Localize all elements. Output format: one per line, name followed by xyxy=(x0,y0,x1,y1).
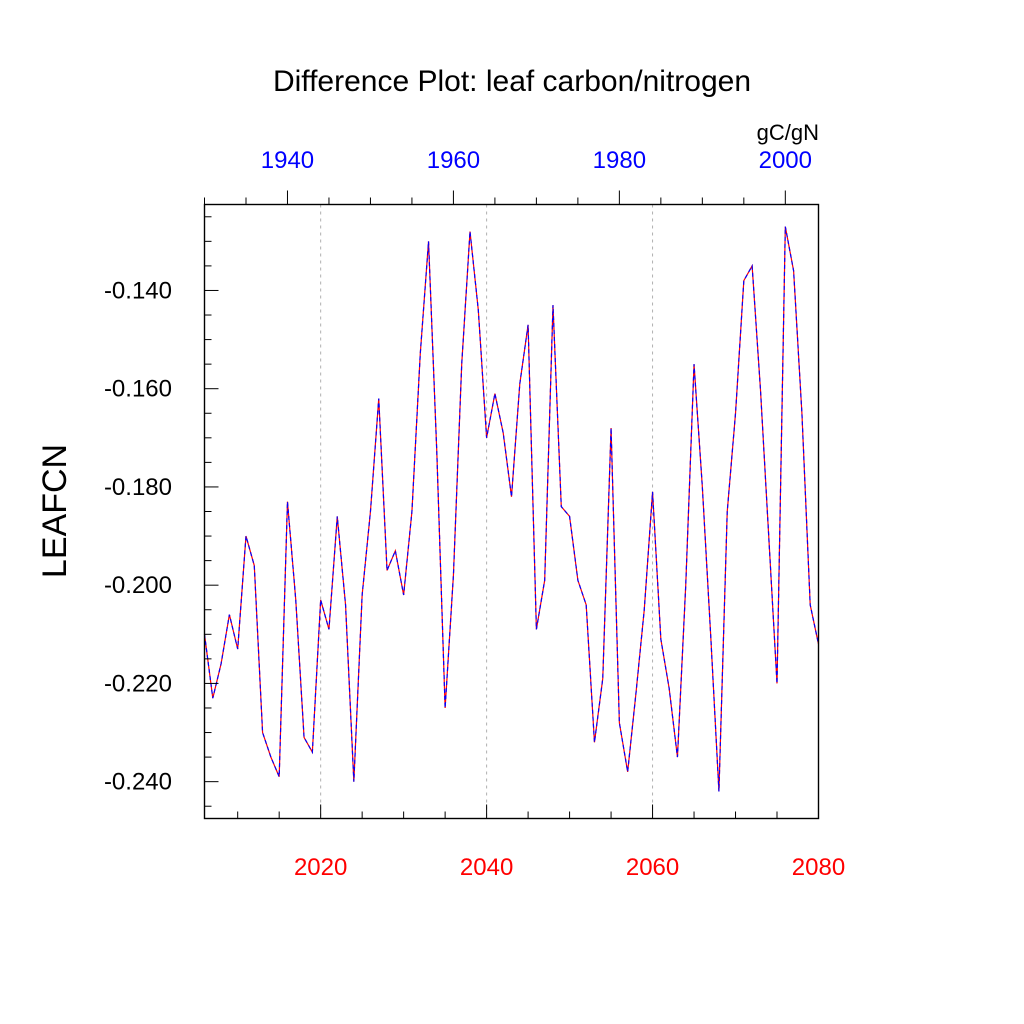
x-tick-label-bottom: 2060 xyxy=(626,854,679,881)
x-tick-label-top: 1960 xyxy=(427,147,480,174)
series-line-blue xyxy=(203,226,820,792)
plot-frame xyxy=(203,203,820,820)
x-tick-label-bottom: 2020 xyxy=(294,854,347,881)
x-tick-label-bottom: 2080 xyxy=(792,854,845,881)
series-group xyxy=(203,226,820,792)
gridlines xyxy=(320,204,654,819)
axis-ticks xyxy=(204,190,819,819)
chart-title: Difference Plot: leaf carbon/nitrogen xyxy=(273,65,751,98)
x-tick-label-top: 1940 xyxy=(261,147,314,174)
y-tick-label: -0.160 xyxy=(104,376,172,403)
y-tick-label: -0.200 xyxy=(104,572,172,599)
x-tick-label-bottom: 2040 xyxy=(460,854,513,881)
y-tick-label: -0.240 xyxy=(104,769,172,796)
y-tick-label: -0.180 xyxy=(104,474,172,501)
y-tick-label: -0.220 xyxy=(104,670,172,697)
series-line-red xyxy=(203,226,820,792)
axis-labels: 2020 2040 2060 2080 1940 1960 1980 2000 -0.140 -0… xyxy=(104,147,845,881)
y-axis-title: LEAFCN xyxy=(36,444,74,578)
x-tick-label-top: 1980 xyxy=(593,147,646,174)
y-tick-label: -0.140 xyxy=(104,277,172,304)
x-tick-label-top: 2000 xyxy=(759,147,812,174)
units-label: gC/gN xyxy=(757,120,819,145)
